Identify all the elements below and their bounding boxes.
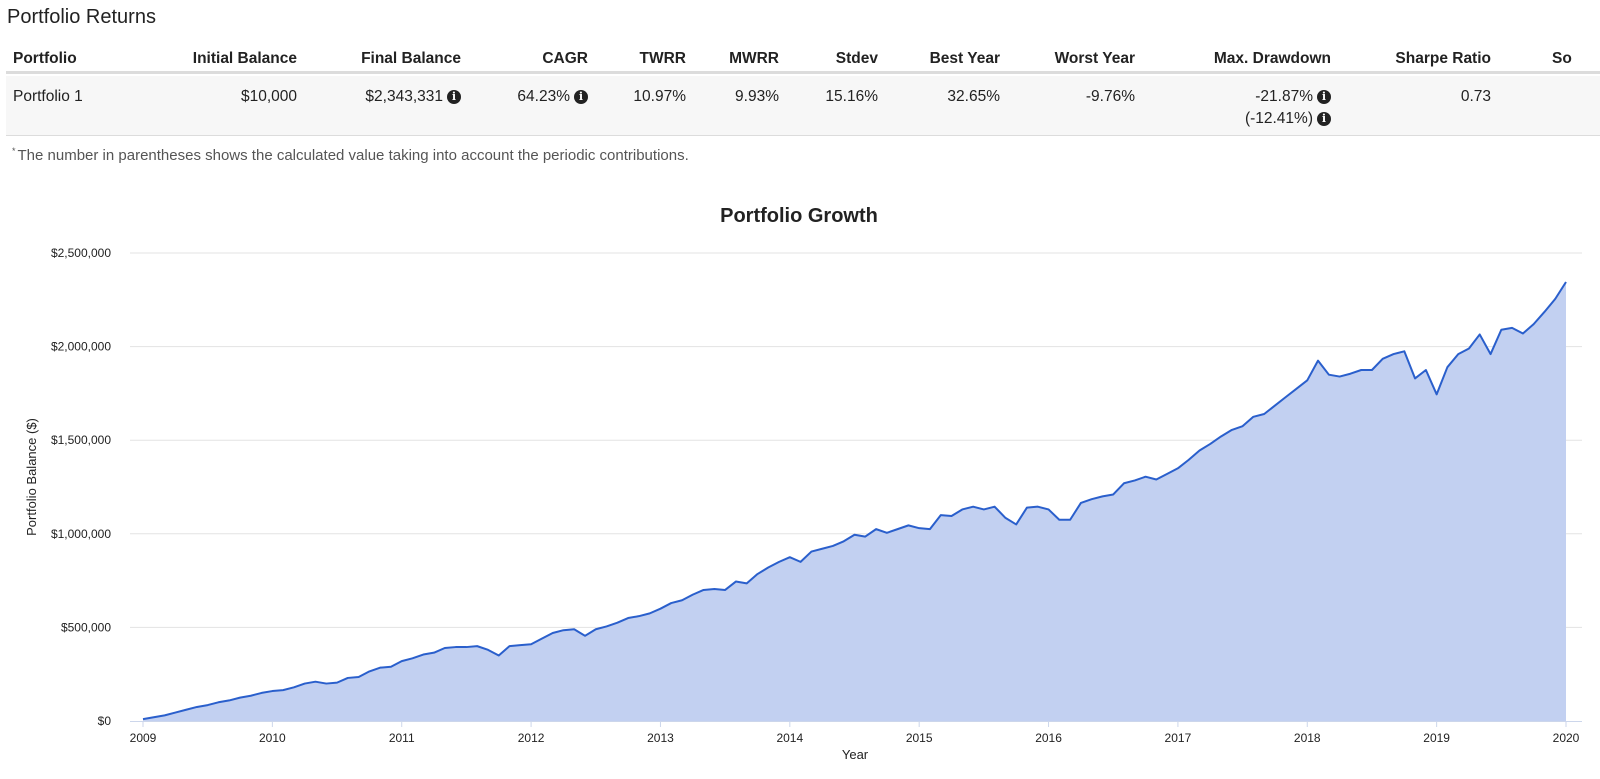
header-initial-balance[interactable]: Initial Balance [192, 50, 297, 67]
header-sharpe-ratio[interactable]: Sharpe Ratio [1395, 50, 1491, 67]
footnote-marker: * [12, 146, 16, 156]
info-icon[interactable]: i [1317, 112, 1331, 126]
info-icon[interactable]: i [447, 90, 461, 104]
info-icon[interactable]: i [574, 90, 588, 104]
table-header-row: Portfolio Initial Balance Final Balance … [6, 44, 1600, 74]
cell-cagr-value: 64.23% [517, 88, 570, 105]
y-tick-label: $2,500,000 [51, 246, 111, 260]
header-stdev[interactable]: Stdev [835, 50, 878, 67]
x-tick-label: 2019 [1423, 731, 1450, 745]
header-portfolio[interactable]: Portfolio [13, 50, 77, 67]
cell-cagr: 64.23% i [517, 88, 588, 106]
x-tick-label: 2020 [1553, 731, 1580, 745]
x-axis-ticks: 2009 2010 2011 2012 2013 2014 2015 2016 2017 2018… [130, 721, 1580, 745]
cell-final-balance-value: $2,343,331 [365, 88, 443, 105]
cell-portfolio: Portfolio 1 [13, 88, 83, 105]
x-tick-label: 2015 [906, 731, 933, 745]
series-line[interactable] [142, 281, 1567, 721]
cell-twrr: 10.97% [633, 88, 686, 105]
header-mwrr[interactable]: MWRR [729, 50, 779, 67]
x-tick-label: 2016 [1035, 731, 1062, 745]
info-icon[interactable]: i [1317, 90, 1331, 104]
x-tick-label: 2010 [259, 731, 286, 745]
y-axis-label: Portfolio Balance ($) [24, 418, 39, 536]
returns-table: Portfolio Initial Balance Final Balance … [6, 44, 1600, 137]
cell-worst-year: -9.76% [1085, 88, 1135, 105]
y-tick-label: $1,500,000 [51, 433, 111, 447]
cell-max-drawdown: -21.87% i [1255, 88, 1331, 106]
y-tick-label: $2,000,000 [51, 340, 111, 354]
cell-final-balance: $2,343,331 i [365, 88, 461, 106]
cell-sharpe-ratio: 0.73 [1460, 88, 1491, 105]
area-fill [143, 282, 1566, 721]
header-sortino-ratio-truncated[interactable]: So [1552, 50, 1572, 67]
section-title: Portfolio Returns [7, 6, 156, 28]
header-max-drawdown[interactable]: Max. Drawdown [1213, 50, 1331, 67]
y-axis-ticks: $0 $500,000 $1,000,000 $1,500,000 $2,000,000… [51, 246, 111, 728]
footnote-text: The number in parentheses shows the calc… [17, 147, 689, 164]
x-tick-label: 2009 [130, 731, 157, 745]
y-tick-label: $500,000 [61, 620, 111, 634]
header-worst-year[interactable]: Worst Year [1054, 50, 1135, 67]
y-tick-label: $1,000,000 [51, 527, 111, 541]
cell-max-drawdown-contrib: (-12.41%) i [1245, 110, 1331, 128]
x-tick-label: 2017 [1165, 731, 1192, 745]
chart-svg: Portfolio Growth $0 $500,000 $1,000,000 $1,… [24, 205, 1582, 762]
header-best-year[interactable]: Best Year [929, 50, 1000, 67]
x-tick-label: 2012 [518, 731, 545, 745]
cell-stdev: 15.16% [825, 88, 878, 105]
x-tick-label: 2011 [389, 731, 415, 745]
header-cagr[interactable]: CAGR [542, 50, 588, 67]
x-tick-label: 2013 [647, 731, 674, 745]
y-tick-label: $0 [98, 714, 112, 728]
table-row: Portfolio 1 $10,000 $2,343,331 i 64.23% i … [6, 76, 1600, 136]
header-final-balance[interactable]: Final Balance [361, 50, 461, 67]
cell-max-drawdown-value: -21.87% [1255, 88, 1313, 105]
portfolio-growth-chart: Portfolio Growth $0 $500,000 $1,000,000 $1,… [0, 190, 1600, 779]
cell-best-year: 32.65% [947, 88, 1000, 105]
x-axis-label: Year [842, 747, 869, 762]
cell-initial-balance: $10,000 [240, 88, 297, 105]
x-tick-label: 2014 [776, 731, 803, 745]
cell-mwrr: 9.93% [735, 88, 779, 105]
footnote: * The number in parentheses shows the cal… [12, 146, 689, 164]
x-tick-label: 2018 [1294, 731, 1321, 745]
header-twrr[interactable]: TWRR [639, 50, 687, 67]
chart-title: Portfolio Growth [720, 205, 878, 227]
cell-max-drawdown-contrib-value: (-12.41%) [1244, 110, 1313, 127]
